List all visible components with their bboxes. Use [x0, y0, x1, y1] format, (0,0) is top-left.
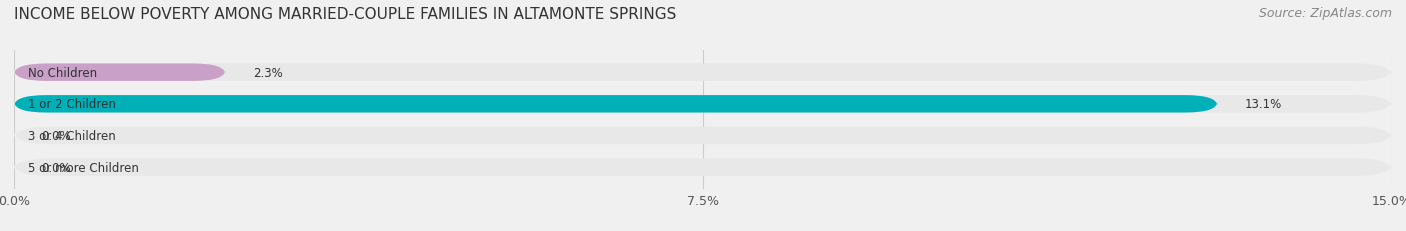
Text: 13.1%: 13.1% [1244, 98, 1282, 111]
Text: 1 or 2 Children: 1 or 2 Children [28, 98, 115, 111]
Text: 3 or 4 Children: 3 or 4 Children [28, 129, 115, 142]
Text: INCOME BELOW POVERTY AMONG MARRIED-COUPLE FAMILIES IN ALTAMONTE SPRINGS: INCOME BELOW POVERTY AMONG MARRIED-COUPL… [14, 7, 676, 22]
Text: 0.0%: 0.0% [42, 161, 72, 174]
Text: Source: ZipAtlas.com: Source: ZipAtlas.com [1258, 7, 1392, 20]
Text: No Children: No Children [28, 66, 97, 79]
FancyBboxPatch shape [14, 64, 225, 82]
Text: 5 or more Children: 5 or more Children [28, 161, 139, 174]
FancyBboxPatch shape [14, 127, 1392, 145]
Text: 0.0%: 0.0% [42, 129, 72, 142]
FancyBboxPatch shape [14, 159, 1392, 176]
FancyBboxPatch shape [14, 96, 1392, 113]
FancyBboxPatch shape [14, 96, 1218, 113]
Text: 2.3%: 2.3% [253, 66, 283, 79]
FancyBboxPatch shape [14, 64, 1392, 82]
